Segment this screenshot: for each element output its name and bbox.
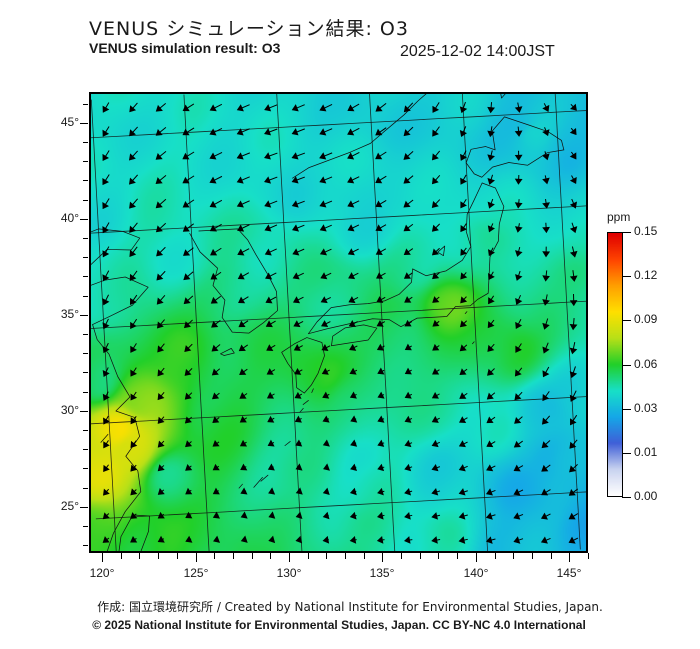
x-axis-major-tick [289,553,290,562]
y-axis-minor-tick [83,372,88,373]
x-axis-major-tick [102,553,103,562]
ozone-concentration-heatmap [91,94,586,551]
y-axis-tick-label: 35° [60,307,79,321]
x-axis-tick-label: 135° [369,566,395,580]
graticule [91,94,586,551]
y-axis-major-tick [80,315,88,316]
x-axis-minor-tick [457,553,458,559]
y-axis-minor-tick [83,526,88,527]
x-axis-minor-tick [158,553,159,559]
colorbar-tick [622,409,631,410]
x-axis-minor-tick [326,553,327,559]
credit-line: 作成: 国立環境研究所 / Created by National Instit… [97,600,603,614]
colorbar-tick-label: 0.06 [634,357,658,371]
colorbar-tick-label: 0.00 [634,489,658,503]
y-axis-major-tick [80,219,88,220]
x-axis-minor-tick [139,553,140,559]
chart-title-japanese: VENUS シミュレーション結果: O3 [89,18,409,40]
colorbar-tick [622,453,631,454]
x-axis-minor-tick [420,553,421,559]
y-axis-minor-tick [83,161,88,162]
map-overlay-coastlines-and-wind-vectors [91,94,586,551]
y-axis-tick-label: 45° [60,115,79,129]
colorbar-tick-label: 0.12 [634,268,658,282]
x-axis-minor-tick [214,553,215,559]
footer: 作成: 国立環境研究所 / Created by National Instit… [0,598,700,632]
y-axis-minor-tick [83,488,88,489]
y-axis-minor-tick [83,276,88,277]
x-axis-minor-tick [551,553,552,559]
x-axis-minor-tick [401,553,402,559]
colorbar-tick-label: 0.03 [634,401,658,415]
x-axis-minor-tick [364,553,365,559]
x-axis-major-tick [569,553,570,562]
license-line: © 2025 National Institute for Environmen… [92,618,586,632]
y-axis-minor-tick [83,430,88,431]
x-axis-minor-tick [177,553,178,559]
y-axis-tick-label: 30° [60,403,79,417]
y-axis-minor-tick [83,238,88,239]
y-axis-tick-label: 40° [60,211,79,225]
x-axis-minor-tick [495,553,496,559]
colorbar-tick [622,232,631,233]
y-axis-minor-tick [83,296,88,297]
y-axis-minor-tick [83,334,88,335]
colorbar-tick-label: 0.15 [634,224,658,238]
colorbar-tick-label: 0.09 [634,312,658,326]
x-axis-major-tick [382,553,383,562]
x-axis-tick-label: 125° [183,566,209,580]
chart-title-english: VENUS simulation result: O3 [89,40,281,56]
y-axis-minor-tick [83,257,88,258]
x-axis-major-tick [196,553,197,562]
y-axis-minor-tick [83,449,88,450]
y-axis-minor-tick [83,180,88,181]
colorbar-tick [622,320,631,321]
y-axis-minor-tick [83,353,88,354]
x-axis-tick-label: 140° [463,566,489,580]
x-axis-minor-tick [252,553,253,559]
map-plot-area[interactable] [89,92,588,553]
colorbar-tick [622,497,631,498]
wind-vector-arrows [102,101,579,544]
x-axis-tick-label: 120° [89,566,115,580]
x-axis-minor-tick [588,553,589,559]
colorbar-tick [622,365,631,366]
colorbar-unit-label: ppm [607,210,631,224]
y-axis-major-tick [80,507,88,508]
x-axis-tick-label: 145° [556,566,582,580]
x-axis-minor-tick [270,553,271,559]
y-axis-tick-label: 25° [60,499,79,513]
x-axis-tick-label: 130° [276,566,302,580]
y-axis-major-tick [80,411,88,412]
y-axis-minor-tick [83,104,88,105]
y-axis-major-tick [80,123,88,124]
x-axis-minor-tick [121,553,122,559]
colorbar-gradient [607,232,623,497]
x-axis-minor-tick [233,553,234,559]
x-axis-minor-tick [308,553,309,559]
y-axis-minor-tick [83,468,88,469]
x-axis-minor-tick [438,553,439,559]
y-axis-minor-tick [83,142,88,143]
colorbar-tick [622,276,631,277]
x-axis-minor-tick [345,553,346,559]
colorbar-tick-label: 0.01 [634,445,658,459]
timestamp-label: 2025-12-02 14:00JST [400,43,555,60]
y-axis-minor-tick [83,545,88,546]
x-axis-minor-tick [532,553,533,559]
y-axis-minor-tick [83,200,88,201]
x-axis-minor-tick [513,553,514,559]
x-axis-major-tick [476,553,477,562]
y-axis-minor-tick [83,392,88,393]
